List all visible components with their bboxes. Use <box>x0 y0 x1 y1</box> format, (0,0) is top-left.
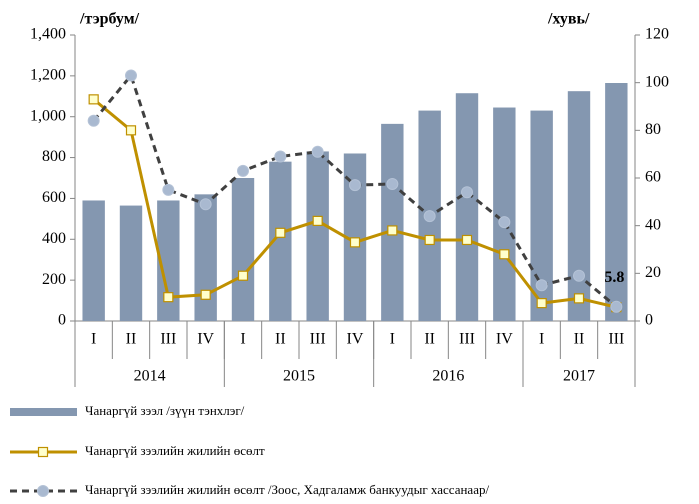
marker <box>349 237 361 248</box>
y-tick-label: 1,000 <box>30 107 66 124</box>
marker <box>312 215 323 226</box>
marker <box>573 269 585 282</box>
marker <box>200 289 211 300</box>
x-tick-label: I <box>390 331 395 348</box>
marker <box>424 234 435 246</box>
y2-tick-label: 60 <box>645 169 661 186</box>
x-tick-label: II <box>126 331 137 348</box>
bar <box>119 205 143 321</box>
marker <box>274 150 287 163</box>
x-tick-label: I <box>240 331 245 348</box>
marker <box>573 293 585 304</box>
marker <box>535 279 548 292</box>
bar <box>231 178 255 321</box>
x-group-label: 2017 <box>563 368 595 385</box>
bar <box>343 153 367 321</box>
bar <box>157 200 180 321</box>
marker <box>536 298 547 309</box>
legend-marker <box>37 446 49 458</box>
x-group-label: 2016 <box>432 368 464 385</box>
marker <box>386 177 399 190</box>
marker <box>237 164 249 177</box>
x-tick-label: III <box>160 331 176 348</box>
bar <box>530 110 553 321</box>
y2-axis-title: /хувь/ <box>547 11 590 28</box>
x-tick-label: IV <box>347 331 364 348</box>
marker <box>88 94 99 105</box>
y-tick-label: 400 <box>42 230 66 247</box>
legend-marker <box>37 485 49 497</box>
bar <box>567 91 591 321</box>
marker <box>87 114 100 127</box>
marker <box>349 179 361 192</box>
marker <box>461 186 473 199</box>
x-tick-label: II <box>275 331 286 348</box>
x-group-label: 2015 <box>283 368 315 385</box>
x-tick-label: II <box>574 331 585 348</box>
x-tick-label: I <box>539 331 544 348</box>
x-group-label: 2014 <box>134 368 166 385</box>
x-tick-label: IV <box>496 331 513 348</box>
marker <box>610 300 623 313</box>
bar <box>306 151 329 321</box>
legend-label: Чанаргүй зээлийн жилийн өсөлт /Зоос, Хад… <box>85 482 489 497</box>
marker <box>461 234 473 246</box>
y-axis-title: /тэрбум/ <box>79 11 140 28</box>
bar <box>82 200 105 321</box>
marker <box>199 198 212 211</box>
legend-label: Чанаргүй зээл /зүүн тэнхлэг/ <box>85 403 245 418</box>
x-tick-label: III <box>608 331 624 348</box>
y2-tick-label: 120 <box>645 26 669 43</box>
x-tick-label: III <box>459 331 475 348</box>
marker <box>311 145 324 158</box>
y2-tick-label: 0 <box>645 312 653 329</box>
marker <box>423 210 436 223</box>
bar <box>269 161 292 321</box>
marker <box>125 125 137 136</box>
x-tick-label: II <box>424 331 435 348</box>
y-tick-label: 1,400 <box>30 26 66 43</box>
y-tick-label: 1,200 <box>30 67 66 84</box>
marker <box>125 69 137 82</box>
legend-swatch <box>10 408 77 416</box>
marker <box>163 292 174 303</box>
y-tick-label: 0 <box>58 312 66 329</box>
x-tick-label: III <box>310 331 326 348</box>
bar <box>493 107 516 322</box>
y2-tick-label: 80 <box>645 121 661 138</box>
marker <box>498 216 511 229</box>
y-tick-label: 200 <box>42 271 66 288</box>
marker <box>387 225 398 236</box>
marker <box>275 227 286 238</box>
y2-tick-label: 20 <box>645 264 661 281</box>
bar <box>194 194 217 321</box>
y-tick-label: 800 <box>42 148 66 165</box>
y-tick-label: 600 <box>42 189 66 206</box>
y2-tick-label: 40 <box>645 216 661 233</box>
marker <box>162 183 175 196</box>
bar <box>455 93 479 321</box>
x-tick-label: I <box>91 331 96 348</box>
x-tick-label: IV <box>197 331 214 348</box>
marker <box>499 249 510 260</box>
y2-tick-label: 100 <box>645 73 669 90</box>
marker <box>237 270 249 281</box>
bar <box>605 83 628 321</box>
legend-label: Чанаргүй зээлийн жилийн өсөлт <box>85 443 265 458</box>
bar <box>381 123 404 321</box>
data-label: 5.8 <box>604 269 624 286</box>
